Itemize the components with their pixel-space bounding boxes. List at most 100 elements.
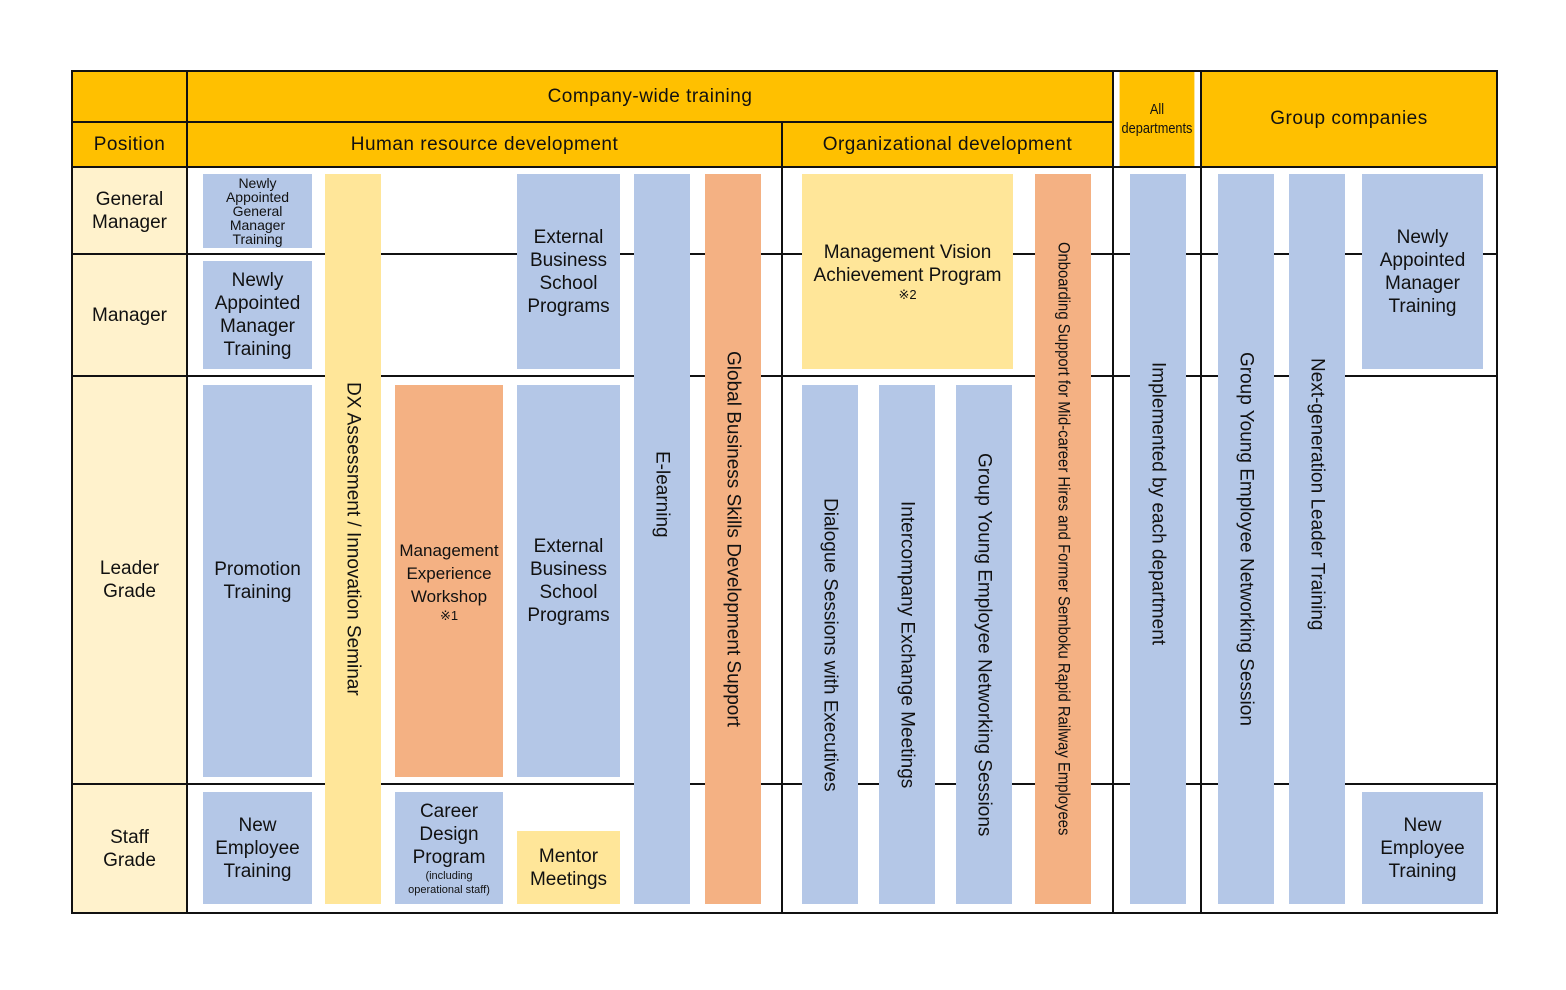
label: Programs <box>527 295 610 317</box>
label: Newly <box>238 175 277 191</box>
program-external-business-school-upper: External Business School Programs <box>517 174 620 369</box>
label: Training <box>1388 295 1457 317</box>
position-staff: Staff Grade <box>72 784 187 913</box>
label: Training <box>232 231 283 247</box>
label: Manager <box>229 217 286 233</box>
label: Group Young Employee Networking Session <box>1235 352 1257 726</box>
program-newly-appointed-manager-training: Newly Appointed Manager Training <box>203 261 312 369</box>
header-hrd: Human resource development <box>187 122 782 167</box>
header-group: Group companies <box>1201 71 1497 167</box>
label: Workshop <box>410 586 488 606</box>
grid-line <box>71 70 73 914</box>
program-onboarding-support: Onboarding Support for Mid-career Hires … <box>1035 174 1091 904</box>
label: Employee <box>1380 837 1465 859</box>
label: Management Vision <box>823 241 992 263</box>
position-manager: Manager <box>72 254 187 376</box>
header-blank <box>72 71 187 122</box>
grid-line <box>1496 70 1498 914</box>
label: Training <box>223 860 292 882</box>
label: operational staff) <box>408 883 490 896</box>
label: Management <box>399 540 499 560</box>
label: DX Assessment / Innovation Seminar <box>342 382 364 696</box>
label: New <box>238 814 277 836</box>
label: Intercompany Exchange Meetings <box>896 500 918 789</box>
label: Achievement Program <box>813 264 1002 286</box>
label: External <box>533 536 604 557</box>
label: ※2 <box>898 286 917 302</box>
label: Career <box>419 800 479 822</box>
grid-line <box>781 121 783 914</box>
program-newly-appointed-gm-training: Newly Appointed General Manager Training <box>203 174 312 248</box>
label: Promotion <box>214 559 301 580</box>
header-position: Position <box>72 122 187 167</box>
program-group-young-sessions: Group Young Employee Networking Sessions <box>956 385 1012 904</box>
program-global-business-skills: Global Business Skills Development Suppo… <box>705 174 761 904</box>
program-promotion-training: Promotion Training <box>203 385 312 777</box>
grid-line <box>71 375 1498 377</box>
program-career-design: Career Design Program (including operational… <box>395 792 503 904</box>
program-e-learning: E-learning <box>634 174 690 904</box>
grid-line <box>71 253 1498 255</box>
program-dx-seminar: DX Assessment / Innovation Seminar <box>325 174 381 904</box>
label: New <box>1403 814 1442 836</box>
label: Next-generation Leader Training <box>1306 357 1328 631</box>
program-group-newly-appointed-manager: Newly Appointed Manager Training <box>1362 174 1483 369</box>
label: Onboarding Support for Mid-career Hires … <box>1054 242 1073 836</box>
label: Experience <box>406 563 492 583</box>
label: Position <box>93 133 166 155</box>
program-group-young-session: Group Young Employee Networking Session <box>1218 174 1274 904</box>
grid-line <box>1112 70 1114 914</box>
grid-line <box>71 783 1498 785</box>
label: Employee <box>215 837 300 859</box>
label: Appointed <box>214 293 301 314</box>
label: Dialogue Sessions with Executives <box>819 497 841 792</box>
program-next-generation-leader: Next-generation Leader Training <box>1289 174 1345 904</box>
label: Grade <box>103 849 156 871</box>
label: Implemented by each department <box>1147 362 1169 646</box>
label: Business <box>529 559 608 580</box>
label: Manager <box>92 304 167 326</box>
label: E-learning <box>651 450 673 538</box>
label: Newly <box>1396 226 1449 248</box>
label: Training <box>1388 860 1457 882</box>
label: Mentor <box>538 845 599 867</box>
label: General <box>95 188 164 210</box>
grid-line <box>71 912 1498 914</box>
label: ※1 <box>439 607 459 623</box>
program-mentor-meetings: Mentor Meetings <box>517 831 620 904</box>
label: School <box>539 272 598 294</box>
program-dialogue-sessions: Dialogue Sessions with Executives <box>802 385 858 904</box>
grid-line <box>71 70 1498 72</box>
label: Appointed <box>1379 249 1466 271</box>
program-intercompany-exchange: Intercompany Exchange Meetings <box>879 385 935 904</box>
label: Manager <box>92 211 167 233</box>
label: Appointed <box>225 189 290 205</box>
label: Organizational development <box>822 133 1073 155</box>
label: Meetings <box>529 868 608 890</box>
label: Programs <box>527 605 610 626</box>
label: Business <box>529 249 608 271</box>
label: (including <box>425 869 473 882</box>
label: General <box>232 203 283 219</box>
position-general-manager: General Manager <box>72 167 187 254</box>
label: Design <box>419 823 479 845</box>
program-new-employee-training: New Employee Training <box>203 792 312 904</box>
label: Group Young Employee Networking Sessions <box>973 452 995 837</box>
label: School <box>539 582 598 603</box>
label: Training <box>223 339 292 360</box>
header-org: Organizational development <box>782 122 1113 167</box>
header-company-wide: Company-wide training <box>187 71 1113 122</box>
label: All <box>1149 101 1165 118</box>
label: Program <box>412 846 486 868</box>
program-external-business-school-leader: External Business School Programs <box>517 385 620 777</box>
grid-line <box>1200 70 1202 914</box>
label: Group companies <box>1270 108 1428 129</box>
program-management-experience-workshop: Management Experience Workshop ※1 <box>395 385 503 777</box>
label: Global Business Skills Development Suppo… <box>722 351 744 727</box>
label: Newly <box>231 270 284 291</box>
label: Company-wide training <box>547 85 753 107</box>
program-group-new-employee: New Employee Training <box>1362 792 1483 904</box>
label: departments <box>1121 120 1193 137</box>
grid-line <box>71 121 1113 123</box>
